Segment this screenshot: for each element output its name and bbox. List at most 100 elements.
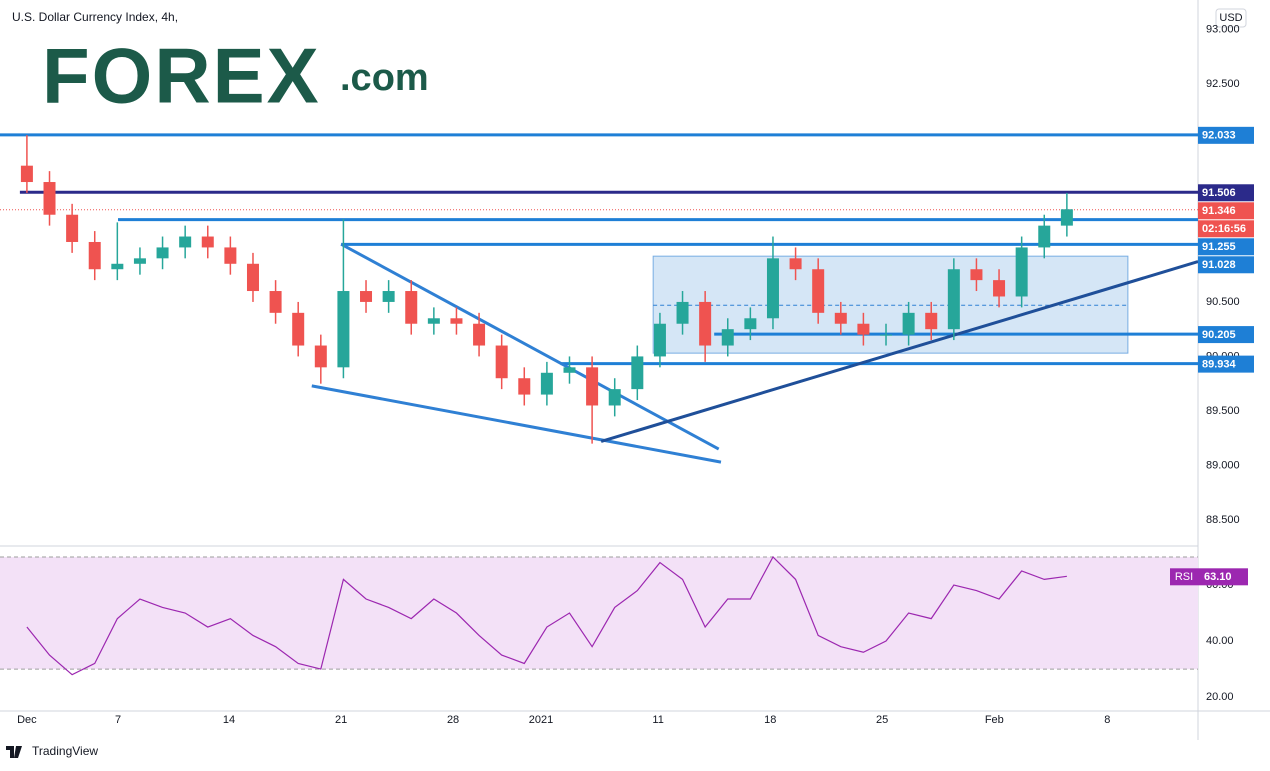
level-label: 90.205 xyxy=(1198,326,1254,344)
candle-body xyxy=(653,323,666,357)
candle-body xyxy=(880,334,893,336)
trendline xyxy=(600,260,1199,443)
logo-suffix: .com xyxy=(340,57,429,99)
candle-body xyxy=(111,263,124,270)
label-box xyxy=(1198,220,1254,238)
candle-body xyxy=(473,323,486,346)
candle-body xyxy=(789,258,802,270)
y-tick-label: 93.000 xyxy=(1206,23,1240,35)
y-tick-label: 89.500 xyxy=(1206,405,1240,417)
x-tick-label: 28 xyxy=(447,714,459,726)
x-tick-label: 25 xyxy=(876,714,888,726)
y-tick-label: 88.500 xyxy=(1206,514,1240,526)
x-tick-label: 14 xyxy=(223,714,235,726)
y-tick-label: 89.000 xyxy=(1206,459,1240,471)
candle-body xyxy=(1015,247,1028,297)
candle-body xyxy=(857,323,870,335)
label-text: 89.934 xyxy=(1202,359,1237,371)
countdown-text: 02:16:56 xyxy=(1202,223,1246,235)
candle-body xyxy=(947,269,960,330)
label-text: 91.255 xyxy=(1202,241,1236,253)
label-text: 91.028 xyxy=(1202,259,1236,271)
tradingview-icon xyxy=(6,746,22,758)
label-text: 91.506 xyxy=(1202,187,1236,199)
currency: USD xyxy=(1219,12,1242,24)
candle-body xyxy=(834,312,847,324)
candle-body xyxy=(20,165,33,183)
candle-body xyxy=(43,182,56,215)
x-tick-label: 7 xyxy=(115,714,121,726)
x-tick-label: Dec xyxy=(17,714,37,726)
rsi-value-box xyxy=(1198,568,1248,586)
candle-body xyxy=(201,236,214,248)
label-box xyxy=(1198,238,1254,256)
level-label: 91.506 xyxy=(1198,184,1254,202)
candle-body xyxy=(495,345,508,379)
label-box xyxy=(1198,126,1254,144)
x-tick-label: 21 xyxy=(335,714,347,726)
footer-brand: TradingView xyxy=(32,744,98,758)
label-box xyxy=(1198,256,1254,274)
candle-body xyxy=(1060,209,1073,226)
chart-title: U.S. Dollar Currency Index, 4h, xyxy=(12,10,178,24)
candle-body xyxy=(314,345,327,368)
candle-body xyxy=(88,241,101,270)
label-box xyxy=(1198,355,1254,373)
y-tick-label: 20.00 xyxy=(1206,691,1234,703)
trendline xyxy=(311,384,722,464)
candle-body xyxy=(586,367,599,406)
last-price-label: 91.346 02:16:56 xyxy=(1198,202,1254,238)
label-box xyxy=(1198,184,1254,202)
level-label: 91.255 xyxy=(1198,238,1254,256)
label-box xyxy=(1198,326,1254,344)
x-tick-label: 2021 xyxy=(529,714,553,726)
x-tick-label: 18 xyxy=(764,714,776,726)
candle-body xyxy=(382,291,395,302)
candle-body xyxy=(450,318,463,324)
candle-body xyxy=(337,291,350,368)
candle-body xyxy=(292,312,305,346)
candle-body xyxy=(224,247,237,264)
y-tick-label: 92.500 xyxy=(1206,78,1240,90)
candle-body xyxy=(812,269,825,313)
rsi-name: RSI xyxy=(1175,571,1193,583)
candle-body xyxy=(563,367,576,373)
candle-body xyxy=(970,269,983,281)
candle-body xyxy=(744,318,757,330)
x-tick-label: 8 xyxy=(1104,714,1110,726)
candle-body xyxy=(766,258,779,319)
candle-body xyxy=(676,301,689,324)
label-text: 92.033 xyxy=(1202,130,1236,142)
candle-body xyxy=(405,291,418,324)
candle-body xyxy=(269,291,282,313)
label-text: 90.205 xyxy=(1202,329,1236,341)
candle-body xyxy=(427,318,440,324)
logo-main: FOREX xyxy=(42,32,321,120)
trendline xyxy=(340,242,720,451)
level-label: 91.028 xyxy=(1198,256,1254,274)
x-tick-label: 11 xyxy=(652,714,663,726)
candle-body xyxy=(179,236,192,248)
label-text: 91.346 xyxy=(1202,205,1236,217)
candle-body xyxy=(133,258,146,264)
candle-body xyxy=(156,247,169,259)
candle-body xyxy=(608,389,621,406)
candle-body xyxy=(902,312,915,335)
candle-body xyxy=(518,378,531,395)
candle-body xyxy=(925,312,938,330)
currency-box xyxy=(1215,8,1247,28)
rsi-band xyxy=(0,556,1198,670)
candle-body xyxy=(699,301,712,346)
candle-body xyxy=(360,291,373,302)
candle-body xyxy=(993,280,1006,297)
level-label: 89.934 xyxy=(1198,355,1254,373)
y-tick-label: 90.500 xyxy=(1206,296,1240,308)
y-tick-label: 40.00 xyxy=(1206,635,1234,647)
candle-body xyxy=(66,214,79,242)
candle-body xyxy=(246,263,259,292)
rsi-name-box xyxy=(1170,568,1198,586)
label-box xyxy=(1198,202,1254,220)
rsi-value: 63.10 xyxy=(1204,571,1232,583)
